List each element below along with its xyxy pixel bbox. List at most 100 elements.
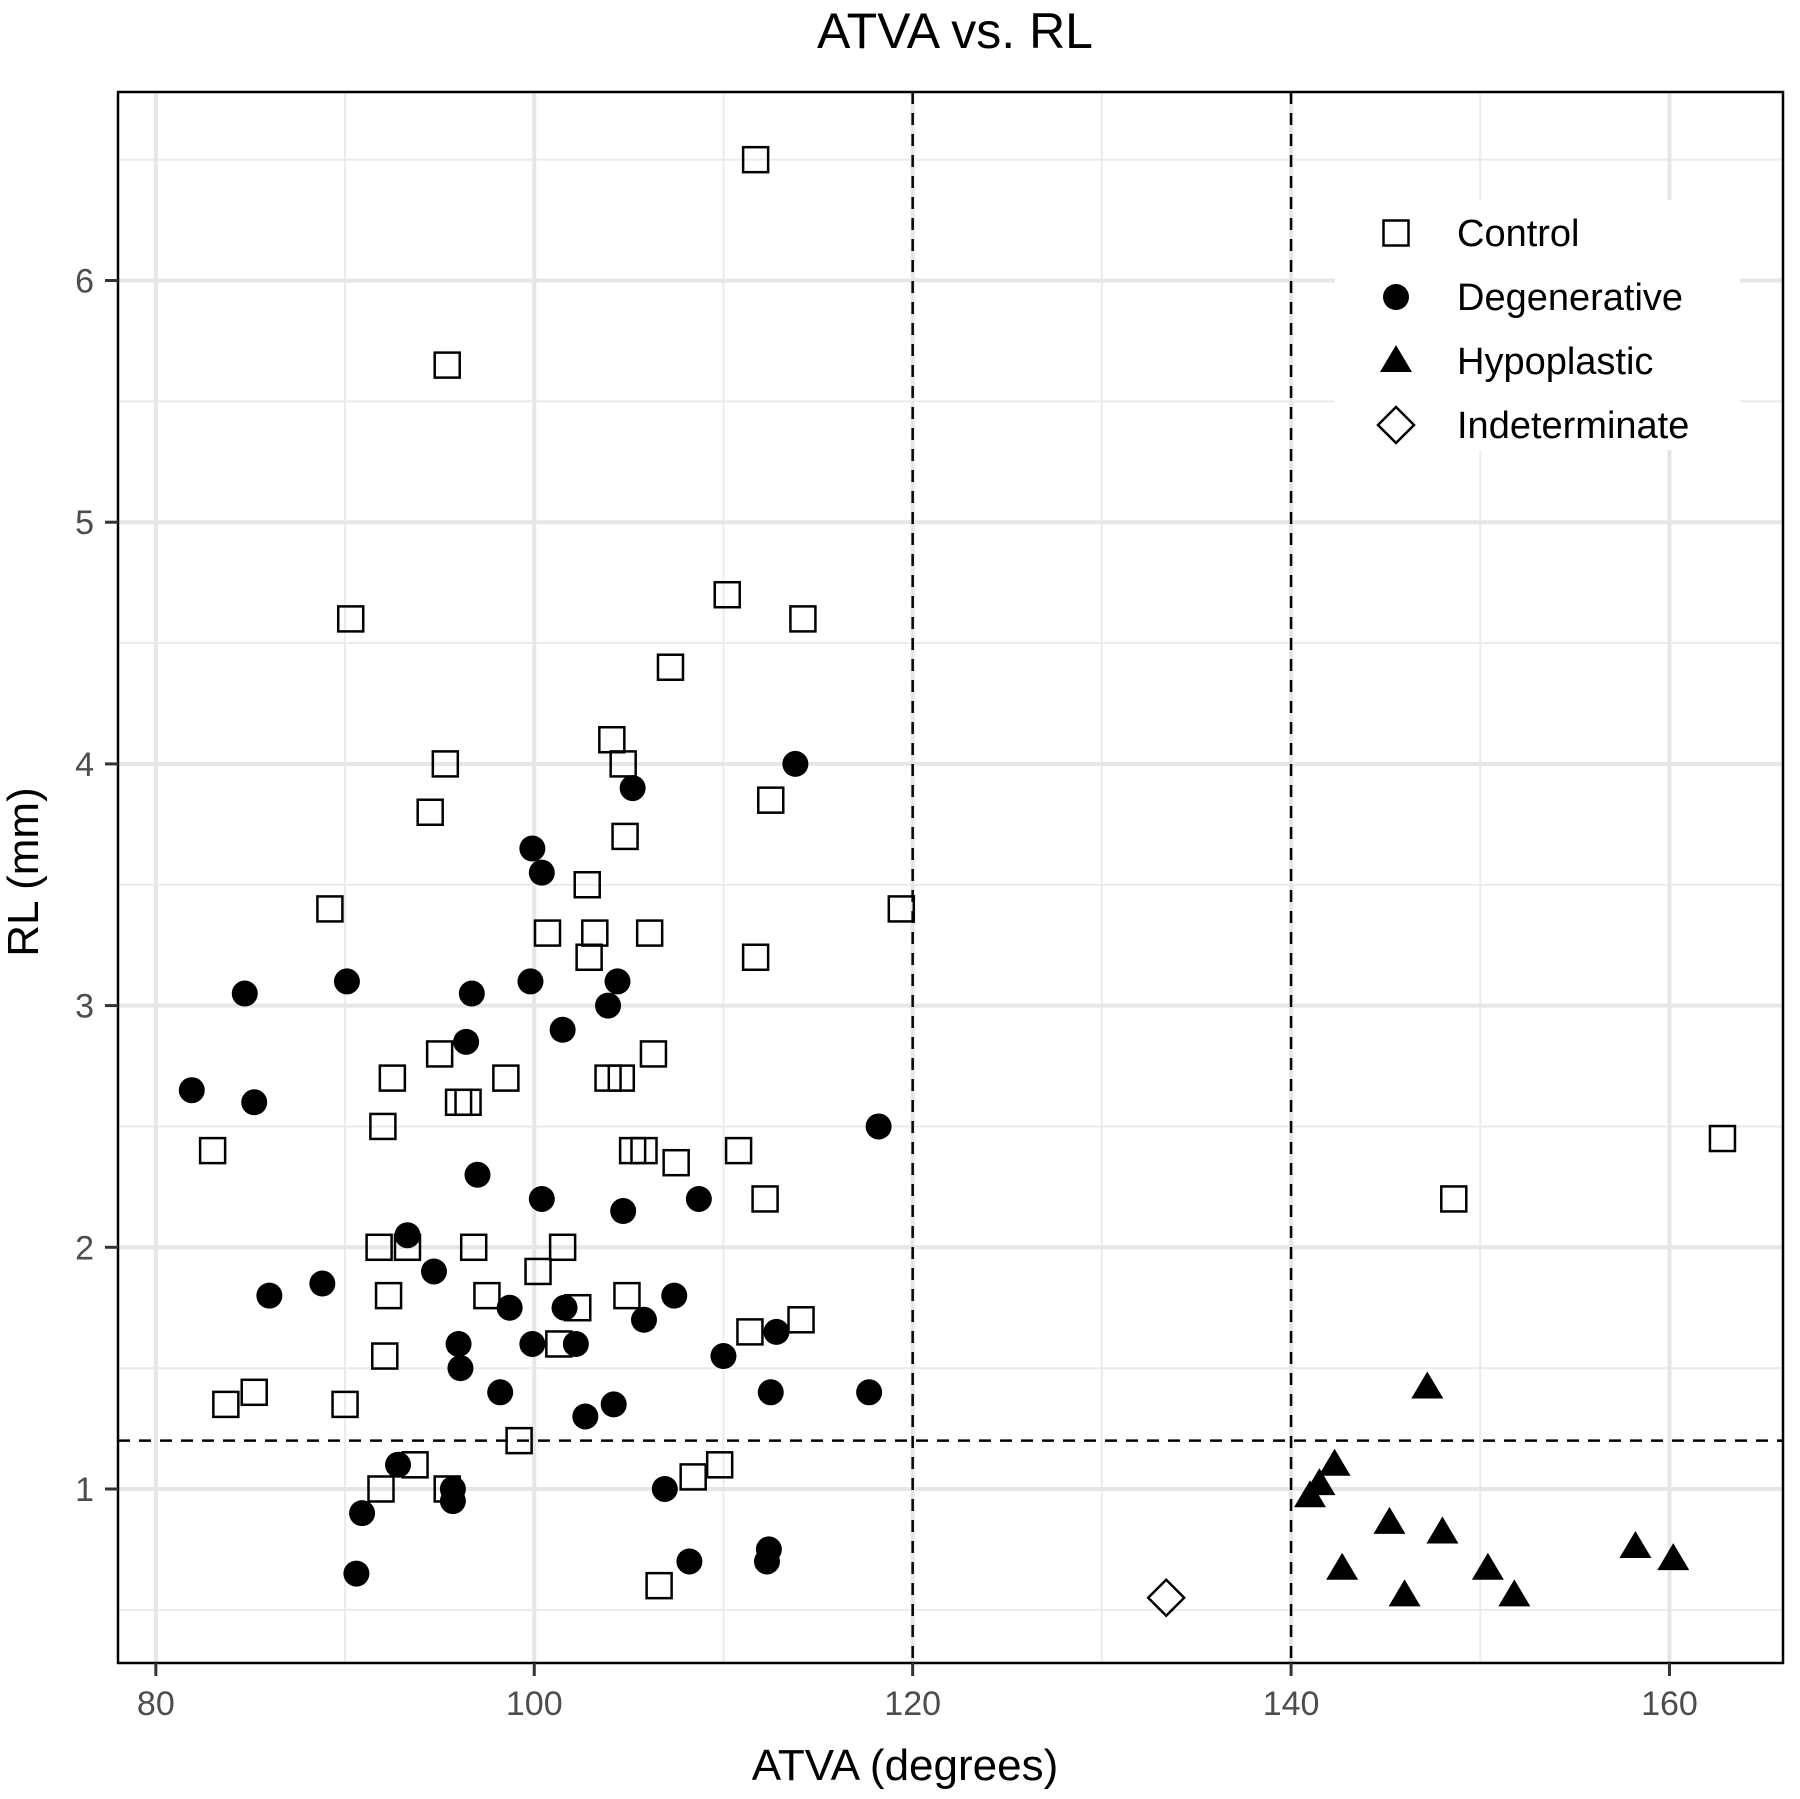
data-point-control	[607, 1064, 636, 1092]
data-point-control	[378, 1064, 407, 1092]
legend-label-degenerative: Degenerative	[1457, 277, 1683, 319]
y-tick-label: 2	[75, 1229, 94, 1267]
data-point-control	[656, 653, 685, 681]
data-point-control	[198, 1136, 227, 1165]
data-point-control	[751, 1185, 779, 1213]
series-hypoplastic	[1293, 1371, 1690, 1607]
data-point-control	[887, 895, 916, 923]
data-point-hypoplastic	[1657, 1543, 1690, 1571]
data-point-degenerative	[241, 1089, 268, 1116]
data-point-control	[713, 580, 741, 609]
data-point-control	[630, 1136, 658, 1165]
chart-title: ATVA vs. RL	[817, 3, 1093, 59]
x-tick-label: 80	[137, 1685, 175, 1723]
data-point-control	[789, 605, 817, 633]
series-degenerative	[178, 750, 892, 1587]
x-axis-ticks: 80 100 120 140 160	[137, 1663, 1698, 1723]
data-point-degenerative	[572, 1403, 599, 1430]
data-point-degenerative	[600, 1391, 627, 1418]
legend-key-hypoplastic-icon	[1380, 345, 1412, 372]
data-point-degenerative	[517, 968, 544, 995]
data-point-degenerative	[710, 1343, 737, 1370]
legend-background	[1335, 200, 1740, 450]
data-point-hypoplastic	[1426, 1516, 1459, 1544]
data-point-control	[662, 1148, 690, 1177]
data-point-hypoplastic	[1373, 1506, 1406, 1534]
data-point-control	[609, 750, 637, 778]
data-point-degenerative	[519, 1330, 546, 1357]
data-point-degenerative	[464, 1161, 491, 1188]
data-point-control	[336, 605, 365, 633]
data-point-degenerative	[604, 968, 631, 995]
data-point-control	[613, 1281, 641, 1310]
data-point-degenerative	[676, 1548, 703, 1575]
data-point-control	[724, 1136, 753, 1165]
data-point-degenerative	[420, 1258, 447, 1285]
reference-lines	[118, 92, 1783, 1663]
data-point-hypoplastic	[1326, 1552, 1359, 1580]
data-point-degenerative	[256, 1282, 283, 1309]
y-tick-label: 5	[75, 504, 94, 542]
data-point-degenerative	[551, 1294, 578, 1321]
data-points	[178, 145, 1737, 1618]
data-point-degenerative	[528, 859, 555, 886]
data-point-degenerative	[519, 835, 546, 862]
data-point-control	[371, 1342, 399, 1370]
data-point-degenerative	[447, 1355, 474, 1382]
series-indeterminate	[1146, 1577, 1186, 1618]
data-point-control	[645, 1571, 673, 1600]
data-point-hypoplastic	[1411, 1371, 1444, 1399]
data-point-degenerative	[231, 980, 258, 1007]
data-point-degenerative	[610, 1198, 637, 1225]
data-point-hypoplastic	[1619, 1530, 1652, 1558]
data-point-control	[416, 798, 444, 826]
data-point-control	[374, 1281, 403, 1310]
data-point-control	[212, 1390, 240, 1419]
data-point-degenerative	[661, 1282, 688, 1309]
data-point-control	[1440, 1185, 1468, 1213]
data-point-degenerative	[763, 1318, 790, 1345]
data-point-control	[459, 1233, 488, 1262]
data-point-control	[433, 351, 461, 379]
data-point-control	[367, 1475, 395, 1503]
legend-label-hypoplastic: Hypoplastic	[1457, 341, 1653, 383]
legend-label-indeterminate: Indeterminate	[1457, 405, 1689, 447]
legend-label-control: Control	[1457, 213, 1580, 255]
data-point-control	[635, 919, 664, 947]
data-point-degenerative	[349, 1500, 376, 1527]
data-point-control	[741, 145, 770, 174]
data-point-degenerative	[562, 1330, 589, 1357]
data-point-degenerative	[445, 1330, 472, 1357]
data-point-degenerative	[343, 1560, 370, 1587]
data-point-degenerative	[619, 775, 646, 802]
data-point-indeterminate	[1146, 1577, 1186, 1618]
data-point-control	[240, 1378, 268, 1407]
y-axis-title: RL (mm)	[0, 787, 48, 956]
data-point-degenerative	[309, 1270, 336, 1297]
legend-key-degenerative-icon	[1383, 284, 1409, 310]
data-point-control	[524, 1257, 552, 1286]
y-axis-ticks: 1 2 3 4 5 6	[75, 263, 118, 1509]
data-point-degenerative	[549, 1016, 576, 1043]
x-axis-title: ATVA (degrees)	[752, 1741, 1059, 1790]
data-point-degenerative	[651, 1475, 678, 1502]
data-point-degenerative	[856, 1379, 883, 1406]
data-point-control	[705, 1451, 734, 1479]
data-point-control	[736, 1318, 764, 1346]
data-point-degenerative	[496, 1294, 523, 1321]
data-point-control	[611, 822, 639, 851]
data-point-degenerative	[458, 980, 485, 1007]
data-point-control	[331, 1390, 359, 1419]
data-point-control	[679, 1463, 707, 1491]
y-tick-label: 4	[75, 746, 94, 784]
data-point-control	[473, 1281, 501, 1310]
data-point-control	[505, 1426, 533, 1455]
data-point-control	[787, 1306, 815, 1334]
y-tick-label: 1	[75, 1471, 94, 1509]
x-tick-label: 160	[1641, 1685, 1698, 1723]
data-point-control	[454, 1088, 482, 1117]
data-point-hypoplastic	[1388, 1579, 1421, 1607]
data-point-control	[639, 1040, 668, 1068]
plot-panel-border	[116, 90, 1785, 1665]
